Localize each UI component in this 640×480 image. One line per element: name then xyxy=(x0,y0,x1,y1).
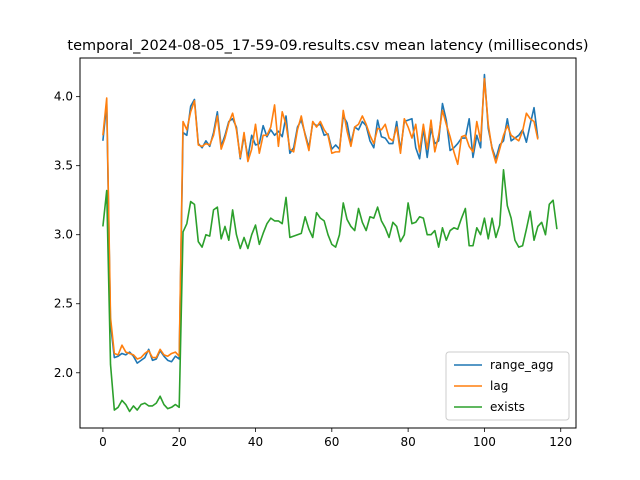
x-tick-label: 80 xyxy=(400,435,415,449)
x-tick-label: 100 xyxy=(473,435,496,449)
y-tick-label: 3.0 xyxy=(54,228,73,242)
x-tick-label: 20 xyxy=(172,435,187,449)
axes-frame xyxy=(79,57,577,429)
legend-label-range_agg: range_agg xyxy=(490,358,553,372)
y-tick-label: 2.5 xyxy=(54,297,73,311)
x-tick-label: 120 xyxy=(549,435,572,449)
chart-title: temporal_2024-08-05_17-59-09.results.csv… xyxy=(67,38,588,54)
x-tick-label: 60 xyxy=(324,435,339,449)
y-tick-label: 3.5 xyxy=(54,159,73,173)
x-tick-label: 40 xyxy=(248,435,263,449)
x-tick-label: 0 xyxy=(99,435,107,449)
legend-box xyxy=(445,351,570,421)
y-tick-label: 2.0 xyxy=(54,366,73,380)
y-axis-ticks: 2.0 2.5 3.0 3.5 4.0 xyxy=(54,90,80,380)
y-tick-label: 4.0 xyxy=(54,90,73,104)
series-line-range_agg xyxy=(102,73,539,364)
plot-area xyxy=(102,73,558,413)
legend-label-lag: lag xyxy=(490,379,508,393)
series-line-exists xyxy=(102,169,558,413)
series-line-lag xyxy=(102,77,539,360)
legend-label-exists: exists xyxy=(490,400,525,414)
x-axis-ticks: 0 20 40 60 80 100 120 xyxy=(99,428,572,449)
